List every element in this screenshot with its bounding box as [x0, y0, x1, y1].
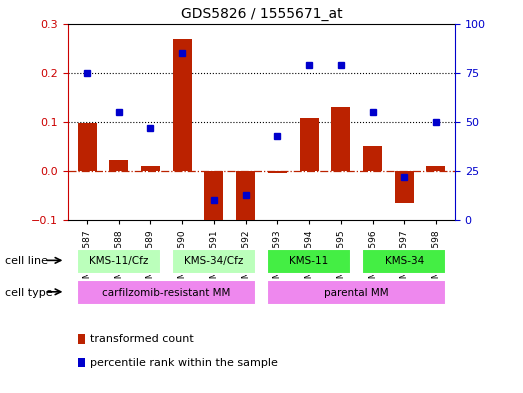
Bar: [362, 249, 446, 274]
Bar: [172, 249, 256, 274]
Bar: [268, 171, 287, 173]
Text: KMS-11/Cfz: KMS-11/Cfz: [89, 256, 149, 266]
Text: carfilzomib-resistant MM: carfilzomib-resistant MM: [102, 288, 231, 298]
Bar: [300, 118, 319, 171]
Bar: [204, 171, 223, 220]
Text: cell line: cell line: [5, 256, 48, 266]
Bar: [426, 166, 446, 171]
Bar: [173, 39, 192, 171]
Bar: [363, 146, 382, 171]
Text: KMS-34/Cfz: KMS-34/Cfz: [184, 256, 244, 266]
Bar: [77, 123, 97, 171]
Title: GDS5826 / 1555671_at: GDS5826 / 1555671_at: [180, 7, 343, 21]
Text: cell type: cell type: [5, 288, 53, 298]
Text: KMS-34: KMS-34: [384, 256, 424, 266]
Text: transformed count: transformed count: [90, 334, 194, 344]
Text: parental MM: parental MM: [324, 288, 389, 298]
Text: percentile rank within the sample: percentile rank within the sample: [90, 358, 278, 368]
Text: KMS-11: KMS-11: [289, 256, 329, 266]
Bar: [141, 166, 160, 171]
Bar: [77, 249, 161, 274]
Bar: [331, 107, 350, 171]
Bar: [77, 281, 256, 305]
Bar: [267, 281, 446, 305]
Bar: [395, 171, 414, 203]
Bar: [267, 249, 351, 274]
Bar: [236, 171, 255, 220]
Bar: [109, 160, 128, 171]
